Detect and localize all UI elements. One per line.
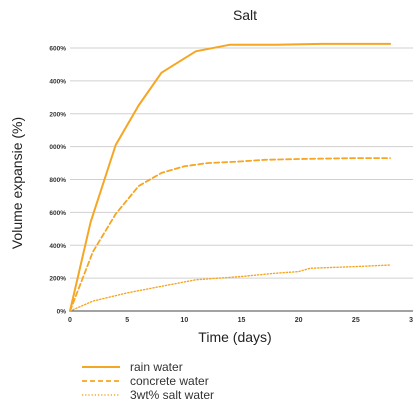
series-lines [69, 42, 392, 312]
y-tick-label: 200% [49, 276, 66, 283]
x-axis-label: Time (days) [198, 329, 271, 345]
y-tick-label: 800% [49, 177, 66, 184]
series-line [69, 157, 392, 312]
y-tick-label: 400% [49, 243, 66, 250]
chart-title: Salt [233, 7, 257, 23]
y-tick-label: 0% [57, 309, 67, 316]
x-tick-label: 5 [125, 317, 129, 324]
x-tick-label: 25 [352, 317, 360, 324]
y-tick-labels: 0% 200% 400% 600% 800% 000% 200% 400% 600% [49, 46, 66, 316]
x-tick-label: 10 [180, 317, 188, 324]
legend-label: rain water [130, 360, 183, 374]
y-tick-label: 400% [49, 78, 66, 85]
x-tick-label: 30 [409, 317, 413, 324]
y-tick-label: 200% [49, 111, 66, 118]
y-tick-label: 600% [49, 210, 66, 217]
x-tick-label: 20 [295, 317, 303, 324]
x-tick-labels: 0 5 10 15 20 25 30 [68, 317, 413, 324]
x-tick-label: 15 [238, 317, 246, 324]
y-tick-label: 000% [49, 144, 66, 151]
legend-label: 3wt% salt water [130, 388, 214, 402]
x-tick-label: 0 [68, 317, 72, 324]
y-tick-label: 600% [49, 46, 66, 53]
y-axis-label: Volume expansie (%) [9, 117, 25, 249]
series-line [69, 264, 391, 312]
gridlines [70, 47, 413, 279]
legend-label: concrete water [130, 374, 209, 388]
series-line [69, 42, 392, 312]
